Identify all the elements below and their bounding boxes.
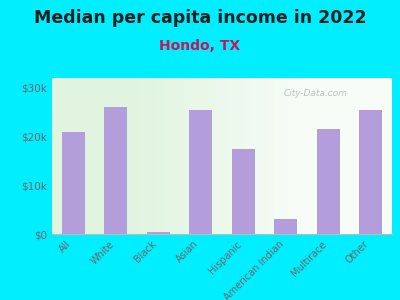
Bar <box>232 149 255 234</box>
Text: Hondo, TX: Hondo, TX <box>160 39 240 53</box>
Bar <box>104 107 128 234</box>
Bar <box>189 110 212 234</box>
Text: City-Data.com: City-Data.com <box>283 89 347 98</box>
Bar <box>146 232 170 234</box>
Text: Median per capita income in 2022: Median per capita income in 2022 <box>34 9 366 27</box>
Bar <box>316 129 340 234</box>
Bar <box>62 132 85 234</box>
Bar <box>274 219 298 234</box>
Bar <box>359 110 382 234</box>
